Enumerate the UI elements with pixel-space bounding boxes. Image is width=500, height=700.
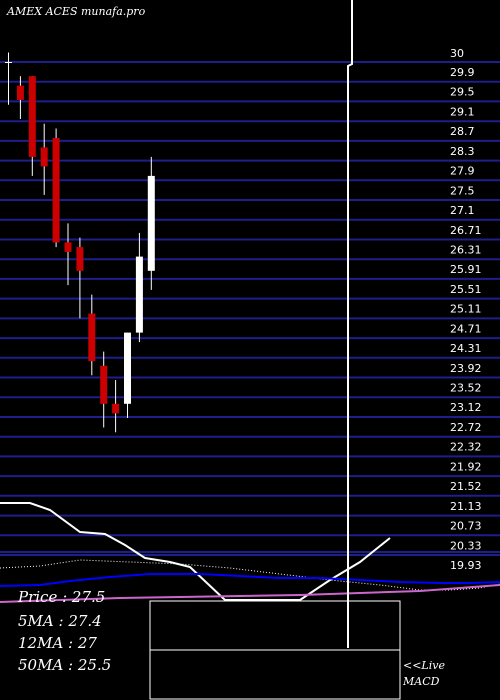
price-tick-label: 22.32	[450, 441, 482, 454]
candle-down	[16, 85, 24, 100]
price-tick-label: 26.71	[450, 224, 482, 237]
live-label: <<Live	[403, 659, 445, 672]
price-tick-label: 29.9	[450, 66, 475, 79]
price-tick-label: 28.7	[450, 125, 475, 138]
chart-title: AMEX ACES munafa.pro	[7, 5, 146, 18]
price-tick-label: 23.92	[450, 362, 482, 375]
price-tick-label: 27.1	[450, 204, 475, 217]
price-grid	[0, 61, 500, 556]
price-tick-label: 21.52	[450, 480, 482, 493]
price-tick-label: 21.13	[450, 500, 482, 513]
price-tick-label: 23.12	[450, 401, 482, 414]
price-tick-label: 26.31	[450, 244, 482, 257]
ma50-info: 50MA : 25.5	[18, 656, 112, 674]
price-tick-label: 24.71	[450, 322, 482, 335]
candle-down	[28, 76, 36, 157]
candlesticks	[5, 52, 155, 433]
price-tick-label: 27.5	[450, 184, 475, 197]
ma5-info: 5MA : 27.4	[18, 612, 102, 630]
candle-up	[124, 332, 131, 404]
live-marker-line	[347, 0, 353, 648]
ma-line-white	[0, 502, 391, 601]
price-info: Price : 27.5	[18, 588, 106, 606]
price-tick-label: 20.73	[450, 520, 482, 533]
ma-line-blue	[0, 573, 500, 587]
price-axis-labels: 30 29.9 29.5 29.1 28.7 28.3 27.9 27.5 27.1 26.71 2…	[450, 47, 482, 572]
candle-down	[88, 313, 96, 362]
price-tick-label: 25.11	[450, 303, 482, 316]
candle-down	[100, 365, 108, 404]
price-tick-label: 29.5	[450, 86, 475, 99]
price-tick-label: 28.3	[450, 145, 475, 158]
price-tick-label: 30	[450, 47, 464, 60]
candle-down	[76, 247, 84, 271]
ma12-info: 12MA : 27	[18, 634, 97, 652]
price-tick-label: 24.31	[450, 342, 482, 355]
price-tick-label: 25.91	[450, 263, 482, 276]
price-tick-label: 22.72	[450, 421, 482, 434]
price-tick-label: 20.33	[450, 539, 482, 552]
price-tick-label: 25.51	[450, 283, 482, 296]
moving-average-lines	[0, 502, 500, 603]
candle-down	[52, 138, 60, 243]
candle-up	[147, 175, 155, 271]
candle-down	[64, 242, 72, 252]
price-tick-label: 27.9	[450, 165, 475, 178]
price-tick-label: 29.1	[450, 105, 475, 118]
price-tick-label: 19.93	[450, 559, 482, 572]
candle-down	[40, 147, 48, 167]
macd-label: MACD	[403, 675, 440, 688]
candle-down	[112, 403, 120, 414]
candle-up	[5, 62, 12, 63]
candle-up	[135, 256, 143, 333]
price-tick-label: 21.92	[450, 460, 482, 473]
price-tick-label: 23.52	[450, 382, 482, 395]
ma-line-magenta	[0, 584, 500, 603]
